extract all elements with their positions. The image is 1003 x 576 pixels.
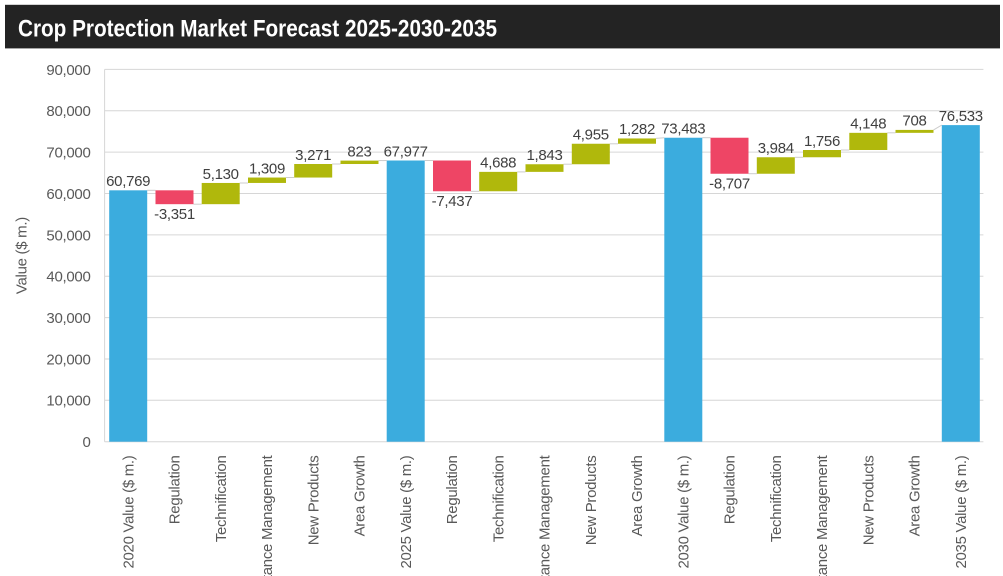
svg-text:0: 0 — [82, 434, 90, 451]
svg-text:Area Growth: Area Growth — [352, 456, 369, 537]
svg-text:New Products: New Products — [861, 456, 878, 546]
svg-text:Technification: Technification — [768, 456, 785, 543]
svg-text:New Products: New Products — [305, 456, 322, 546]
svg-text:4,955: 4,955 — [573, 127, 609, 144]
svg-text:60,000: 60,000 — [46, 186, 90, 203]
svg-text:3,984: 3,984 — [758, 140, 794, 157]
svg-text:70,000: 70,000 — [46, 145, 90, 162]
svg-text:60,769: 60,769 — [106, 173, 150, 190]
svg-text:1,756: 1,756 — [804, 133, 840, 150]
svg-text:823: 823 — [347, 143, 371, 160]
svg-text:Regulation: Regulation — [722, 456, 739, 525]
svg-text:1,843: 1,843 — [526, 147, 562, 164]
svg-text:73,483: 73,483 — [661, 121, 705, 138]
svg-text:67,977: 67,977 — [384, 143, 428, 160]
svg-text:20,000: 20,000 — [46, 351, 90, 368]
svg-text:80,000: 80,000 — [46, 103, 90, 120]
svg-text:10,000: 10,000 — [46, 393, 90, 410]
svg-text:50,000: 50,000 — [46, 227, 90, 244]
svg-text:2030 Value ($ m.): 2030 Value ($ m.) — [676, 455, 693, 568]
svg-text:2020 Value ($ m.): 2020 Value ($ m.) — [120, 455, 137, 568]
svg-text:New Products: New Products — [583, 456, 600, 546]
svg-text:1,309: 1,309 — [249, 160, 285, 177]
svg-text:Regulation: Regulation — [167, 456, 184, 525]
svg-text:1,282: 1,282 — [619, 121, 655, 138]
svg-text:-3,351: -3,351 — [154, 206, 195, 223]
svg-text:-7,437: -7,437 — [432, 193, 473, 210]
svg-text:Technification: Technification — [213, 456, 230, 543]
svg-text:2035 Value ($ m.): 2035 Value ($ m.) — [953, 455, 970, 568]
svg-text:30,000: 30,000 — [46, 310, 90, 327]
svg-text:3,271: 3,271 — [295, 147, 331, 164]
svg-text:4,148: 4,148 — [850, 116, 886, 133]
svg-text:Technification: Technification — [490, 456, 507, 543]
svg-text:Crop Protection Market Forecas: Crop Protection Market Forecast 2025-203… — [18, 16, 497, 43]
svg-text:40,000: 40,000 — [46, 269, 90, 286]
svg-text:4,688: 4,688 — [480, 155, 516, 172]
svg-text:708: 708 — [902, 113, 926, 130]
svg-text:Area Growth: Area Growth — [907, 456, 924, 537]
svg-text:76,533: 76,533 — [939, 108, 983, 125]
svg-text:Value ($ m.): Value ($ m.) — [14, 217, 31, 294]
svg-text:-8,707: -8,707 — [709, 175, 750, 192]
svg-text:Area Growth: Area Growth — [629, 456, 646, 537]
svg-text:Resistance Management: Resistance Management — [814, 454, 831, 576]
svg-text:2025 Value ($ m.): 2025 Value ($ m.) — [398, 455, 415, 568]
svg-text:Regulation: Regulation — [444, 456, 461, 525]
svg-text:90,000: 90,000 — [46, 62, 90, 79]
svg-text:Resistance Management: Resistance Management — [259, 454, 276, 576]
svg-text:5,130: 5,130 — [203, 166, 239, 183]
svg-text:Resistance Management: Resistance Management — [537, 454, 554, 576]
